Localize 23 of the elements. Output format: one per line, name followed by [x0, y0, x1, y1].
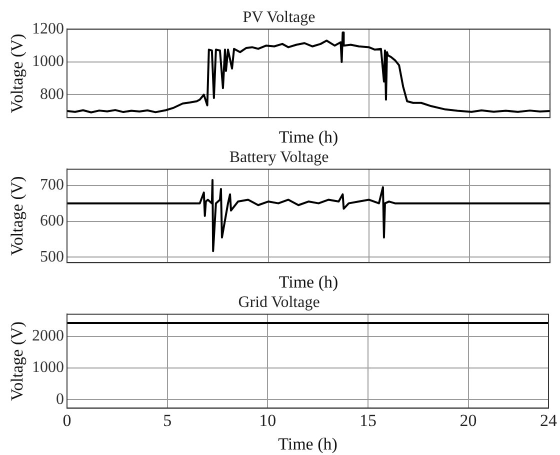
y-tick-label: 0 [56, 390, 64, 408]
y-axis-title: Voltage (V) [8, 176, 27, 256]
y-tick-label: 2000 [32, 328, 64, 345]
y-tick-label: 1000 [32, 53, 64, 70]
y-axis-title: Voltage (V) [8, 34, 27, 114]
y-tick-label: 500 [40, 248, 64, 266]
chart-title: Grid Voltage [238, 294, 320, 311]
chart-title: Battery Voltage [229, 148, 329, 166]
y-tick-label: 1000 [32, 359, 64, 376]
x-axis-title: Time (h) [278, 434, 338, 454]
chart-title: PV Voltage [242, 8, 316, 26]
x-tick-label: 20 [460, 410, 477, 430]
x-tick-label: 10 [259, 410, 276, 430]
x-tick-label: 5 [163, 410, 172, 430]
y-tick-label: 700 [40, 176, 64, 194]
y-tick-label: 800 [40, 86, 64, 103]
x-tick-label: 15 [359, 410, 376, 430]
x-axis-title: Time (h) [278, 127, 338, 146]
x-axis-title: Time (h) [278, 272, 338, 292]
y-axis-title: Voltage (V) [8, 321, 27, 401]
y-tick-label: 1200 [32, 20, 64, 38]
x-tick-label: 24 [540, 410, 558, 430]
y-tick-label: 600 [40, 212, 64, 230]
